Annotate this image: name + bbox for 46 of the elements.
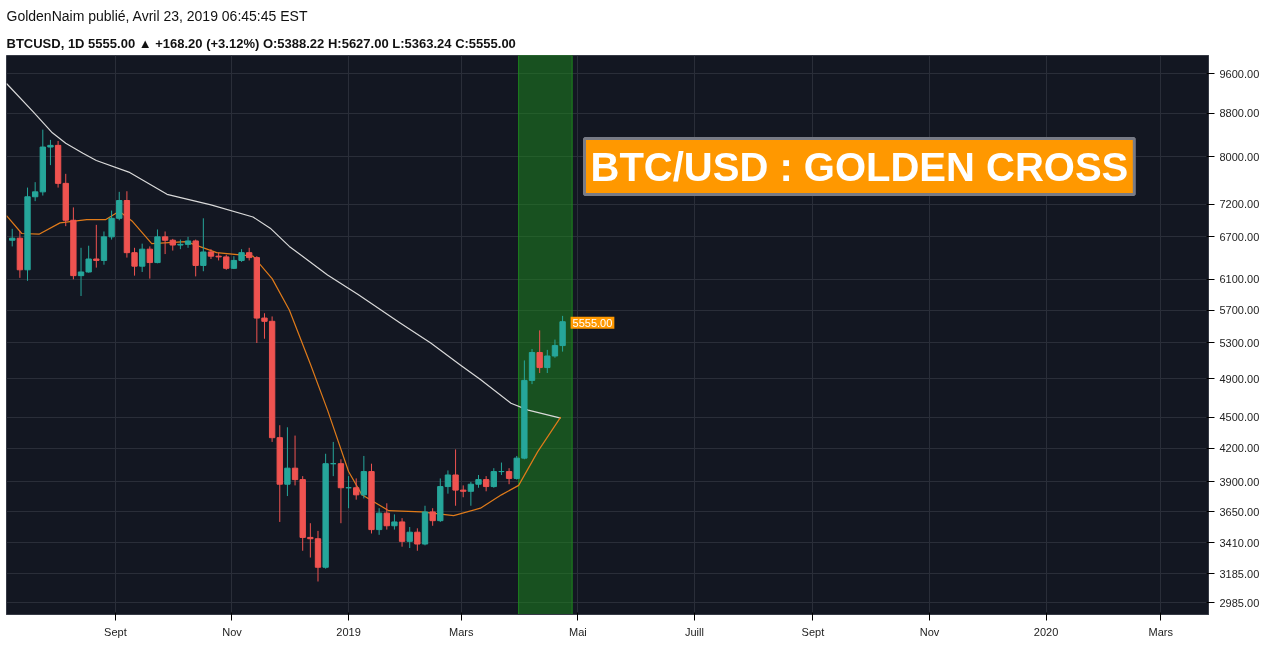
y-tick-label: 9600.00 (1219, 67, 1260, 80)
candlestick (375, 507, 383, 536)
y-tick-label: 4200.00 (1219, 442, 1260, 455)
candlestick (284, 426, 291, 497)
line-series (6, 82, 562, 419)
x-tick-label: Mars (449, 625, 475, 638)
x-tick-label: Juill (684, 625, 704, 638)
candlestick (490, 467, 497, 489)
x-tick-label: Sept (104, 625, 127, 638)
candlestick (360, 455, 368, 499)
candlestick (139, 243, 146, 273)
y-tick-label: 5700.00 (1219, 304, 1260, 317)
x-tick-label: Mars (1148, 625, 1174, 638)
candlestick (93, 224, 100, 269)
text: BTCUSD, 1D 5555.00 ▲ +168.20 (+3.12%) O:5388.22 H:5627.00 L:5363.24 C:5555.00 (6, 35, 516, 51)
candlestick (383, 502, 390, 531)
x-tick-label: 2020 (1033, 625, 1059, 638)
y-tick-label: 8800.00 (1219, 107, 1260, 120)
x-tick-label: 2019 (336, 625, 361, 638)
x-tick-label: Nov (222, 625, 243, 638)
candlestick (505, 467, 513, 485)
candlestick (146, 245, 153, 280)
y-tick-label: 4900.00 (1219, 372, 1260, 385)
x-tick-label: Mai (569, 625, 587, 638)
candlestick (406, 526, 413, 549)
y-tick-label: 3410.00 (1219, 536, 1260, 549)
text: BTC/USD : GOLDEN CROSS (590, 144, 1129, 189)
x-tick-label: Nov (919, 625, 940, 638)
candlestick (353, 477, 360, 501)
y-tick-label: 8000.00 (1219, 150, 1260, 163)
candlestick (414, 527, 421, 552)
y-tick-label: 7200.00 (1219, 198, 1260, 211)
candlestick (200, 217, 207, 272)
y-tick-label: 6700.00 (1219, 230, 1260, 243)
y-tick-label: 3185.00 (1219, 567, 1260, 580)
y-tick-label: 4500.00 (1219, 411, 1260, 424)
candlestick (536, 329, 543, 374)
y-tick-label: 6100.00 (1219, 273, 1260, 286)
candlestick (398, 517, 406, 548)
y-tick-label: 2985.00 (1219, 596, 1260, 609)
chart-subtitle: GoldenNaim publié, Avril 23, 2019 06:45:45 EST (6, 7, 308, 24)
y-tick-label: 3900.00 (1219, 475, 1260, 488)
y-tick-label: 5300.00 (1219, 337, 1260, 349)
y-tick-label: 3650.00 (1219, 505, 1260, 518)
annotation: 5555.00 (572, 316, 613, 329)
x-tick-label: Sept (801, 625, 825, 638)
